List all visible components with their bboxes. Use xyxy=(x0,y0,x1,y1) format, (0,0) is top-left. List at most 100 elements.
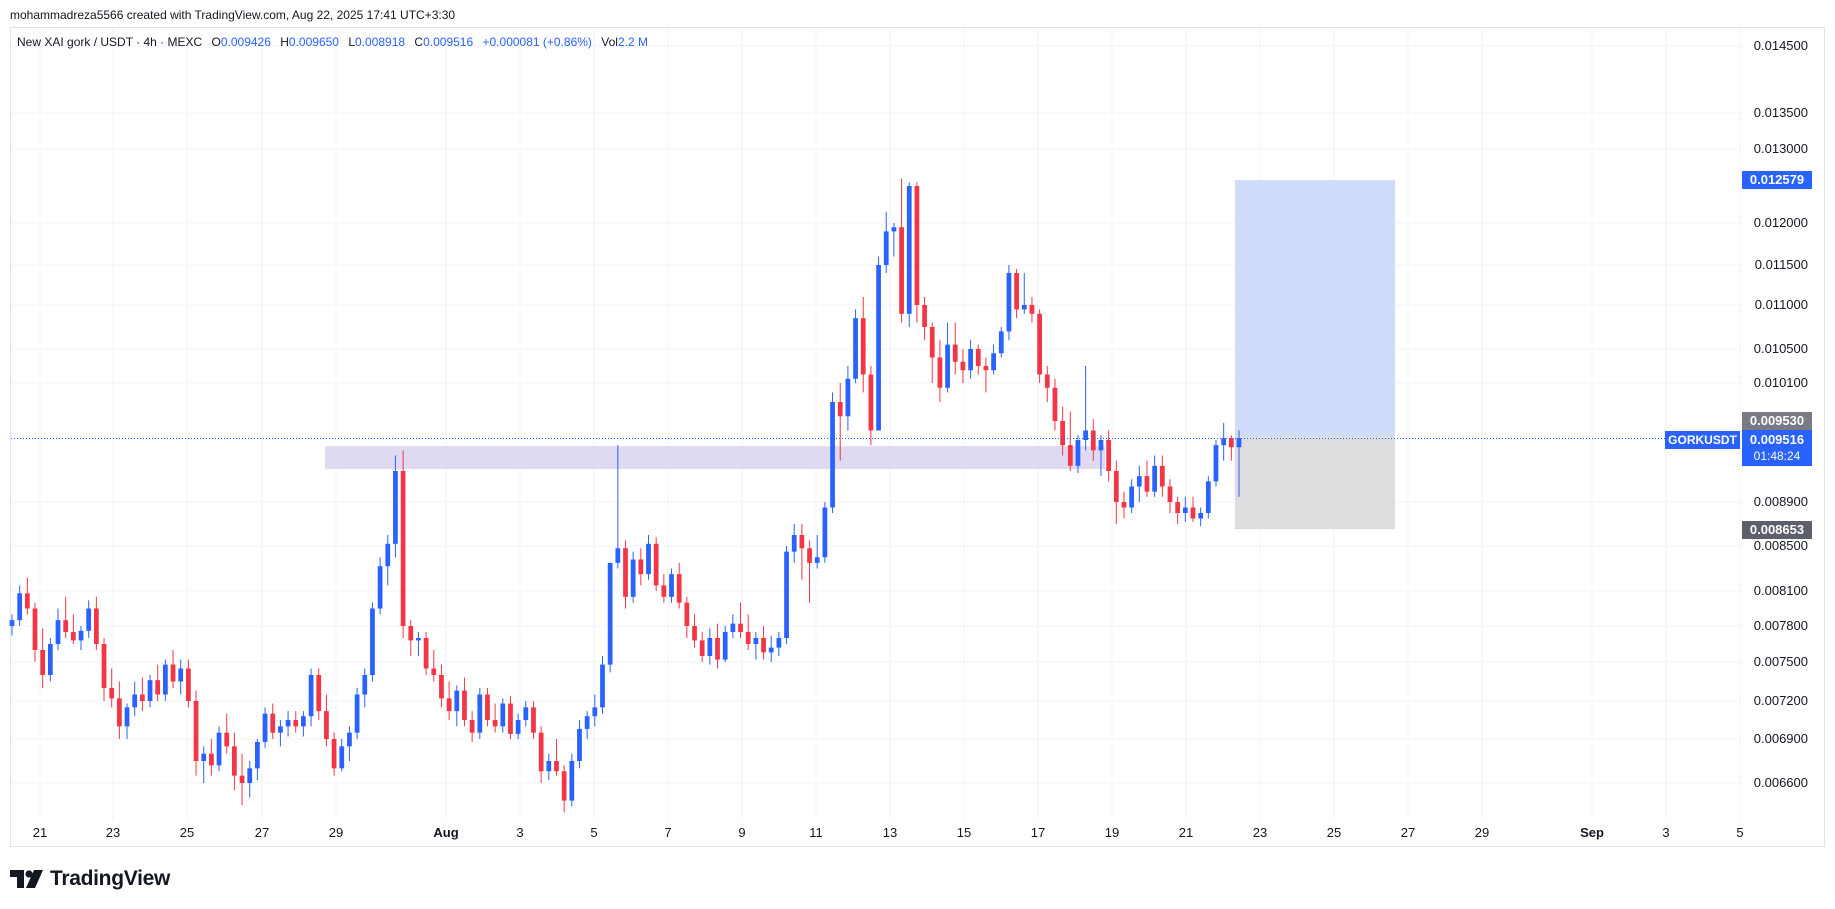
candle-body xyxy=(170,664,176,682)
candle-body xyxy=(623,548,628,597)
candle-body xyxy=(538,732,544,772)
tradingview-logo-icon xyxy=(10,870,43,888)
target-price-tag: 0.012579 xyxy=(1742,171,1812,189)
candle xyxy=(1075,435,1081,474)
candle xyxy=(615,445,621,569)
candle-body xyxy=(1167,486,1173,502)
candle-body xyxy=(975,349,981,366)
candle-body xyxy=(492,720,498,727)
candle-body xyxy=(186,668,191,701)
candle-body xyxy=(1113,471,1119,502)
candle xyxy=(93,596,99,650)
candle-body xyxy=(630,559,636,597)
candle xyxy=(270,703,276,739)
candle-body xyxy=(1144,476,1150,492)
candle-body xyxy=(155,680,161,695)
candle-body xyxy=(699,640,705,656)
low-value: 0.008918 xyxy=(355,35,406,49)
candle-body xyxy=(32,608,38,650)
symbol-title[interactable]: New XAI gork / USDT · 4h · MEXC xyxy=(17,35,203,49)
candle xyxy=(485,688,490,727)
candle xyxy=(937,340,943,402)
candle xyxy=(40,628,46,688)
candle-body xyxy=(147,680,153,701)
stop-zone xyxy=(1235,437,1395,530)
candle-body xyxy=(914,186,920,305)
candle-body xyxy=(477,694,483,733)
candle xyxy=(876,256,881,431)
candle xyxy=(853,309,858,383)
candle xyxy=(116,681,122,739)
candle xyxy=(929,322,935,383)
candle-body xyxy=(393,471,398,544)
candle-body xyxy=(615,548,621,563)
candle xyxy=(439,664,444,708)
candle-body xyxy=(968,349,973,371)
volume-label: Vol xyxy=(601,35,618,49)
candle xyxy=(508,695,513,739)
candle-body xyxy=(400,471,406,626)
candle-body xyxy=(469,720,475,733)
candle-body xyxy=(500,703,506,727)
stop-price-tag: 0.008653 xyxy=(1742,521,1812,539)
candle-body xyxy=(684,602,690,626)
candle-body xyxy=(515,720,521,734)
candle xyxy=(983,357,989,393)
candle-body xyxy=(1098,440,1104,451)
candle-body xyxy=(178,668,184,682)
candle-body xyxy=(753,638,759,644)
candle-body xyxy=(446,698,452,712)
candle xyxy=(653,537,659,591)
candle xyxy=(1083,366,1089,451)
candlestick-series xyxy=(9,178,1242,813)
volume-value: 2.2 M xyxy=(617,35,648,49)
candle xyxy=(646,535,651,580)
candle xyxy=(1052,378,1058,431)
y-axis-tick-label: 0.012000 xyxy=(1754,215,1808,230)
candle-body xyxy=(232,746,237,776)
candle xyxy=(914,182,920,323)
candle-body xyxy=(883,231,889,265)
candle-body xyxy=(761,638,766,653)
candle xyxy=(255,739,260,781)
candle-body xyxy=(584,716,590,729)
candle xyxy=(531,701,536,739)
candle-body xyxy=(1052,387,1058,421)
candle xyxy=(661,574,667,603)
chart-frame xyxy=(10,27,1825,847)
candle xyxy=(768,635,774,662)
x-axis-tick-label: 27 xyxy=(255,825,269,840)
ohlc-legend: New XAI gork / USDT · 4h · MEXC O0.00942… xyxy=(17,35,648,49)
candle xyxy=(224,713,230,754)
candle xyxy=(70,614,76,644)
candle-body xyxy=(1037,313,1042,375)
candle xyxy=(362,668,368,708)
x-axis-tick-label: 19 xyxy=(1105,825,1119,840)
candle xyxy=(385,535,391,586)
tradingview-logo[interactable]: TradingView xyxy=(10,866,170,892)
candle-body xyxy=(569,761,575,801)
candle xyxy=(347,726,352,761)
x-axis-tick-label: 5 xyxy=(1736,825,1743,840)
candle-body xyxy=(347,732,352,747)
candle xyxy=(1205,476,1211,519)
candle xyxy=(247,761,253,798)
candle-body xyxy=(531,707,536,733)
y-axis-tick-label: 0.008500 xyxy=(1754,538,1808,553)
y-axis-tick-label: 0.011500 xyxy=(1755,257,1808,272)
candle-body xyxy=(416,638,421,641)
candle-body xyxy=(485,694,490,720)
candle-body xyxy=(906,186,912,314)
candle-body xyxy=(1152,465,1158,492)
candle xyxy=(1029,297,1035,323)
x-axis-tick-label: 3 xyxy=(516,825,523,840)
candle xyxy=(669,568,674,603)
candle xyxy=(400,450,406,638)
x-axis-tick-label: 27 xyxy=(1401,825,1415,840)
candle-body xyxy=(462,690,467,720)
candle-body xyxy=(577,728,582,761)
candle xyxy=(952,322,958,375)
candle-body xyxy=(370,608,375,675)
candle xyxy=(577,720,582,769)
